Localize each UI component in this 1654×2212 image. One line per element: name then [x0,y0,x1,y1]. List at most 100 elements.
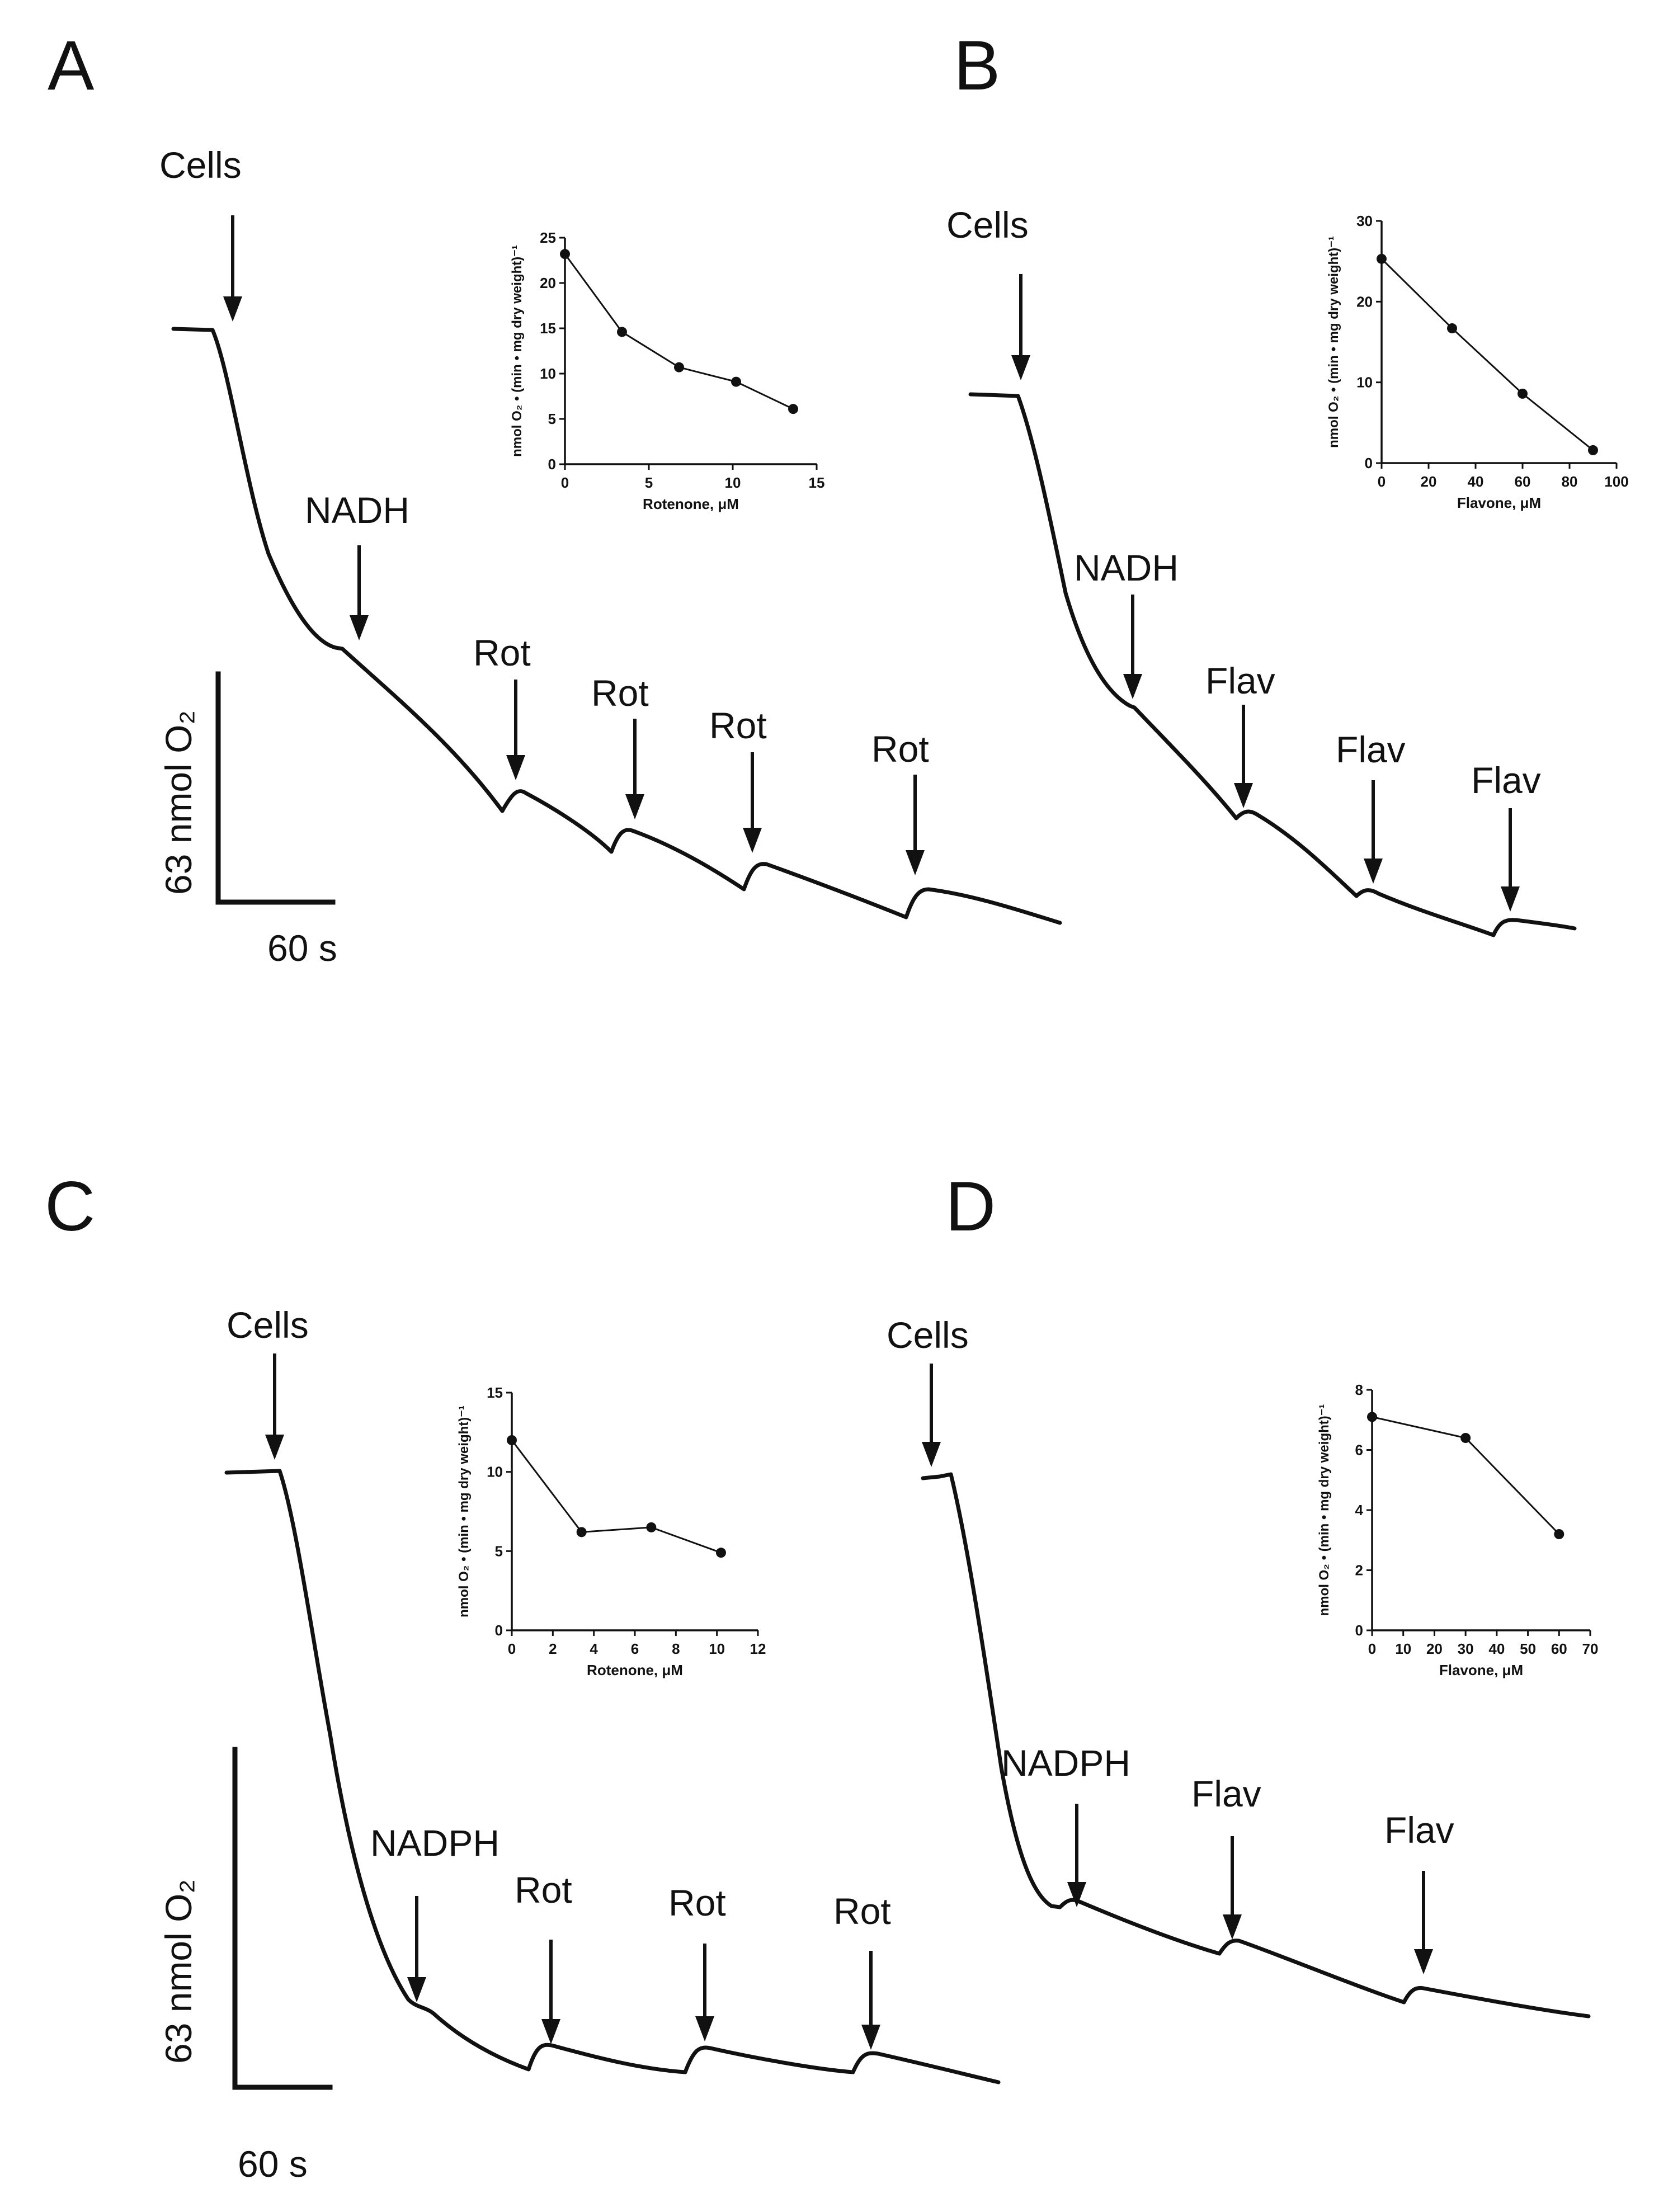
panel-b-label-nadh: NADH [1074,547,1179,588]
panel-b-inset: 0 10 20 30 0 20 40 60 80 100 Flavone, μM nmol O₂ • … [1326,213,1629,511]
inset-x-axis-label: Rotenone, μM [587,1662,683,1678]
inset-x-axis-label: Rotenone, μM [643,496,739,512]
panel-c-label-cells: Cells [227,1304,309,1346]
inset-y-axis-label: nmol O₂ • (min • mg dry weight)⁻¹ [510,245,525,457]
inset-y-tick-label: 20 [1356,293,1373,310]
panel-c-trace [224,1469,1001,2084]
panel-a-label-rot-3: Rot [709,705,767,746]
panel-b-arrow-cells [1011,274,1030,380]
inset-x-tick-label: 15 [809,474,825,491]
inset-x-tick-label: 40 [1488,1640,1505,1657]
panel-a-label-rot-2: Rot [591,672,649,714]
inset-data-point [716,1548,726,1558]
inset-x-tick-label: 0 [561,474,569,491]
inset-x-tick-label: 50 [1520,1640,1536,1657]
panel-b-arrow-flav-2 [1364,780,1383,884]
panel-c-scale-y-label: 63 nmol O₂ [158,1879,199,2064]
inset-series-line [564,253,794,410]
panel-c-arrow-rot-1 [541,1940,560,2044]
panel-b-arrow-flav-3 [1501,808,1520,912]
panel-b-label-flav-1: Flav [1205,660,1275,701]
panel-a-scale-y-label: 63 nmol O₂ [158,710,199,895]
inset-x-tick-label: 12 [750,1640,766,1657]
panel-c: C Cells NADPH Rot Rot Rot 63 nmo [45,1168,1001,2185]
inset-data-point [646,1522,657,1532]
inset-x-tick-label: 60 [1515,473,1531,490]
panel-a-arrow-rot-4 [906,775,925,875]
inset-x-tick-label: 80 [1562,473,1578,490]
inset-y-tick-label: 5 [495,1543,503,1559]
inset-data-point [617,327,627,337]
panel-c-label-rot-3: Rot [833,1890,891,1932]
panel-b-arrow-flav-1 [1234,705,1253,808]
inset-y-tick-label: 30 [1356,213,1373,229]
inset-y-tick-label: 0 [1355,1622,1363,1639]
inset-x-tick-label: 4 [590,1640,598,1657]
inset-x-axis-label: Flavone, μM [1439,1662,1523,1678]
panel-a-label-rot-4: Rot [871,728,929,770]
inset-data-point [674,362,684,372]
inset-y-tick-label: 10 [1356,374,1373,391]
panel-b-letter: B [954,27,1000,105]
panel-c-scale-x-label: 60 s [238,2143,308,2185]
inset-data-point [507,1435,517,1445]
inset-y-tick-label: 5 [548,411,556,427]
panel-b-arrow-nadh [1123,595,1142,699]
panel-d: D Cells NADPH Flav Flav 0 2 4 6 8 0 10 20 30 40 50… [887,1168,1598,2018]
panel-b-trace [968,392,1577,937]
panel-a-label-cells: Cells [159,144,242,186]
panel-a-arrow-nadh [350,545,369,640]
panel-d-arrow-flav-1 [1223,1836,1242,1940]
panel-d-label-flav-2: Flav [1384,1809,1454,1851]
panel-a-arrow-rot-2 [625,719,644,819]
inset-x-tick-label: 60 [1551,1640,1567,1657]
inset-y-tick-label: 2 [1355,1562,1363,1579]
inset-x-tick-label: 70 [1582,1640,1599,1657]
inset-data-point [576,1527,587,1537]
panel-d-arrow-nadph [1067,1804,1086,1907]
inset-y-tick-label: 6 [1355,1442,1363,1459]
panel-a-scale-x-label: 60 s [267,927,337,969]
inset-y-axis-label: nmol O₂ • (min • mg dry weight)⁻¹ [456,1406,472,1617]
inset-x-tick-label: 10 [1395,1640,1411,1657]
panel-c-arrow-nadph [407,1896,426,2002]
panel-d-arrow-flav-2 [1414,1871,1433,1974]
panel-b-label-cells: Cells [946,204,1029,246]
panel-b: B Cells NADH Flav Flav Flav 0 10 20 30 0 20 40… [946,27,1629,937]
inset-y-tick-label: 0 [1365,455,1373,471]
panel-c-inset: 0 5 10 15 0 2 4 6 8 10 12 Rotenone, μM nmol O₂ • (mi… [456,1384,766,1678]
inset-data-point [788,404,798,414]
panel-d-label-nadph: NADPH [1001,1742,1130,1784]
inset-y-tick-label: 15 [540,320,556,337]
panel-c-label-rot-1: Rot [515,1869,572,1911]
inset-y-tick-label: 0 [495,1622,503,1639]
inset-data-point [1367,1412,1377,1422]
inset-y-tick-label: 8 [1355,1381,1363,1398]
inset-x-tick-label: 10 [725,474,741,491]
panel-c-label-rot-2: Rot [668,1882,726,1923]
panel-d-arrow-cells [922,1364,941,1467]
inset-x-tick-label: 0 [1378,473,1386,490]
panel-c-scale-bar [232,1747,333,2090]
panel-a-trace [171,327,1062,925]
inset-x-tick-label: 6 [631,1640,639,1657]
panel-c-arrow-rot-3 [861,1951,880,2050]
inset-x-tick-label: 20 [1426,1640,1443,1657]
panel-d-label-flav-1: Flav [1191,1773,1261,1814]
inset-y-tick-label: 10 [487,1464,503,1480]
inset-x-tick-label: 30 [1458,1640,1474,1657]
panel-a-inset: 0 5 10 15 20 25 0 5 10 15 Rotenone, μM nmol O₂ • (m… [510,229,824,512]
panel-c-arrow-cells [265,1353,284,1460]
panel-c-letter: C [45,1168,95,1246]
panel-d-inset: 0 2 4 6 8 0 10 20 30 40 50 60 70 Flavone, μM nmol O₂ •… [1317,1381,1598,1678]
panel-d-trace [921,1472,1591,2018]
panel-a-label-nadh: NADH [305,489,409,531]
inset-y-axis-label: nmol O₂ • (min • mg dry weight)⁻¹ [1326,236,1341,448]
panel-a-arrow-rot-1 [506,680,525,780]
inset-x-tick-label: 40 [1468,473,1484,490]
panel-a-letter: A [48,27,95,105]
inset-series-line [511,1440,722,1554]
panel-c-arrow-rot-2 [695,1944,714,2041]
inset-data-point [1447,323,1457,333]
